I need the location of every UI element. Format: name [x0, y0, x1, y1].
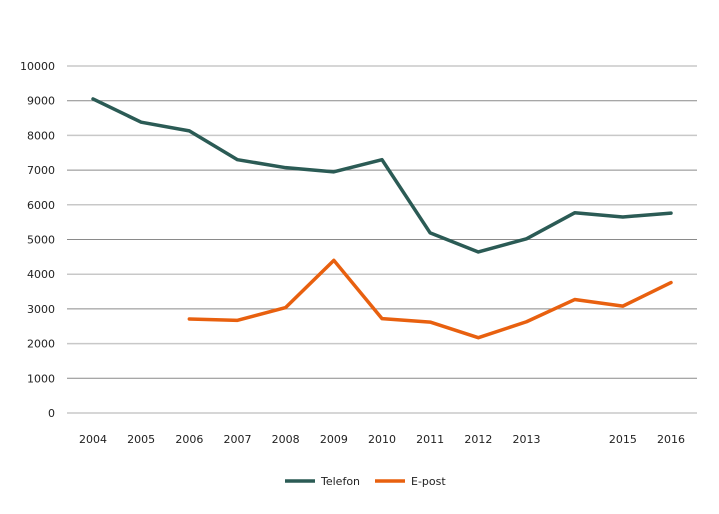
y-tick-label: 9000: [27, 95, 55, 108]
y-tick-label: 3000: [27, 303, 55, 316]
gridlines: [67, 66, 697, 413]
x-tick-label: 2004: [79, 433, 107, 446]
series-line-e-post: [189, 260, 671, 337]
x-tick-label: 2015: [609, 433, 637, 446]
legend-label: E-post: [411, 475, 446, 488]
x-tick-label: 2010: [368, 433, 396, 446]
y-tick-label: 0: [48, 407, 55, 420]
y-tick-label: 8000: [27, 129, 55, 142]
x-tick-label: 2008: [272, 433, 300, 446]
y-axis: 0 1000 2000 3000 4000 5000 6000 7000 8000 9000 100…: [20, 60, 55, 420]
x-axis: 2004 2005 2006 2007 2008 2009 2010 2011 2012 2013…: [79, 433, 685, 446]
y-tick-label: 7000: [27, 164, 55, 177]
y-tick-label: 6000: [27, 199, 55, 212]
y-tick-label: 5000: [27, 234, 55, 247]
x-tick-label: 2011: [416, 433, 444, 446]
x-tick-label: 2013: [513, 433, 541, 446]
y-tick-label: 1000: [27, 372, 55, 385]
legend-label: Telefon: [320, 475, 360, 488]
x-tick-label: 2007: [224, 433, 252, 446]
x-tick-label: 2009: [320, 433, 348, 446]
x-tick-label: 2006: [175, 433, 203, 446]
x-tick-label: 2012: [464, 433, 492, 446]
legend: Telefon E-post: [285, 475, 446, 488]
series-line-telefon: [93, 99, 671, 252]
x-tick-label: 2016: [657, 433, 685, 446]
y-tick-label: 10000: [20, 60, 55, 73]
y-tick-label: 2000: [27, 338, 55, 351]
y-tick-label: 4000: [27, 268, 55, 281]
x-tick-label: 2005: [127, 433, 155, 446]
